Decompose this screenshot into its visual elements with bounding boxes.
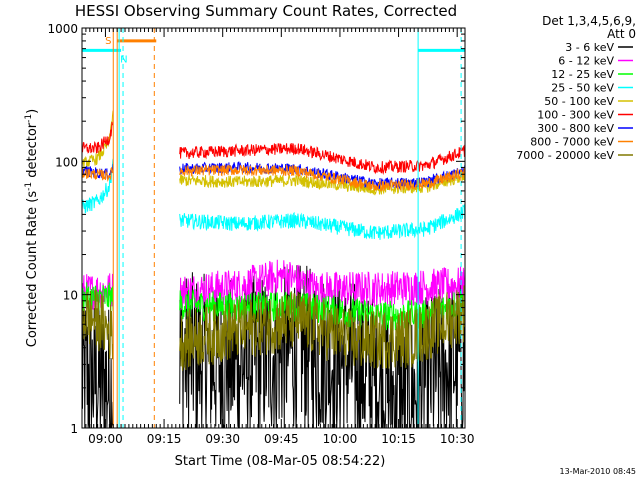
series-layer [82, 110, 465, 428]
x-tick-label: 09:15 [147, 432, 182, 446]
chart-title: HESSI Observing Summary Count Rates, Cor… [75, 2, 457, 20]
legend-label: 50 - 100 keV [544, 95, 614, 108]
series-segment [179, 285, 465, 371]
series-line [82, 121, 465, 175]
series-segment [179, 164, 465, 192]
series-line [82, 164, 465, 192]
annotation-layer: SN [82, 28, 465, 428]
legend-header-line1: Det 1,3,4,5,6,9, [542, 14, 636, 28]
legend-label: 3 - 6 keV [565, 41, 614, 54]
legend-label: 25 - 50 keV [551, 82, 614, 95]
y-axis: 1 10 100 1000 [47, 22, 465, 436]
legend-label: 12 - 25 keV [551, 68, 614, 81]
x-tick-label: 10:30 [440, 432, 475, 446]
footer-timestamp: 13-Mar-2010 08:45 [560, 467, 637, 476]
x-tick-label: 09:45 [264, 432, 299, 446]
legend-label: 800 - 7000 keV [530, 136, 614, 149]
y-tick-label: 10 [63, 289, 78, 303]
y-tick-label: 1000 [47, 22, 78, 36]
x-tick-label: 09:00 [88, 432, 123, 446]
series-segment [179, 204, 465, 240]
legend-label: 7000 - 20000 keV [516, 149, 614, 162]
x-tick-label: 10:15 [381, 432, 416, 446]
legend-label: 6 - 12 keV [558, 55, 614, 68]
y-tick-label: 1 [70, 422, 78, 436]
legend-label: 300 - 800 keV [537, 122, 614, 135]
series-segment [82, 290, 114, 428]
legend-label: 100 - 300 keV [537, 109, 614, 122]
legend-header-line2: Att 0 [607, 27, 636, 41]
series-segment [82, 158, 114, 214]
x-axis-label: Start Time (08-Mar-05 08:54:22) [175, 454, 386, 469]
x-axis: 09:00 09:15 09:30 09:45 10:00 10:15 10:30 [81, 28, 475, 446]
night-label: N [120, 54, 127, 65]
saa-label: S [105, 36, 111, 47]
series-segment [82, 166, 114, 182]
y-axis-label: Corrected Count Rate (s-1 detector-1) [24, 109, 40, 347]
series-line [82, 158, 465, 240]
series-segment [82, 121, 114, 154]
x-tick-label: 09:30 [205, 432, 240, 446]
series-segment [82, 289, 114, 360]
series-line [82, 285, 465, 371]
series-segment [179, 142, 465, 175]
x-tick-label: 10:00 [323, 432, 358, 446]
y-tick-label: 100 [55, 155, 78, 169]
